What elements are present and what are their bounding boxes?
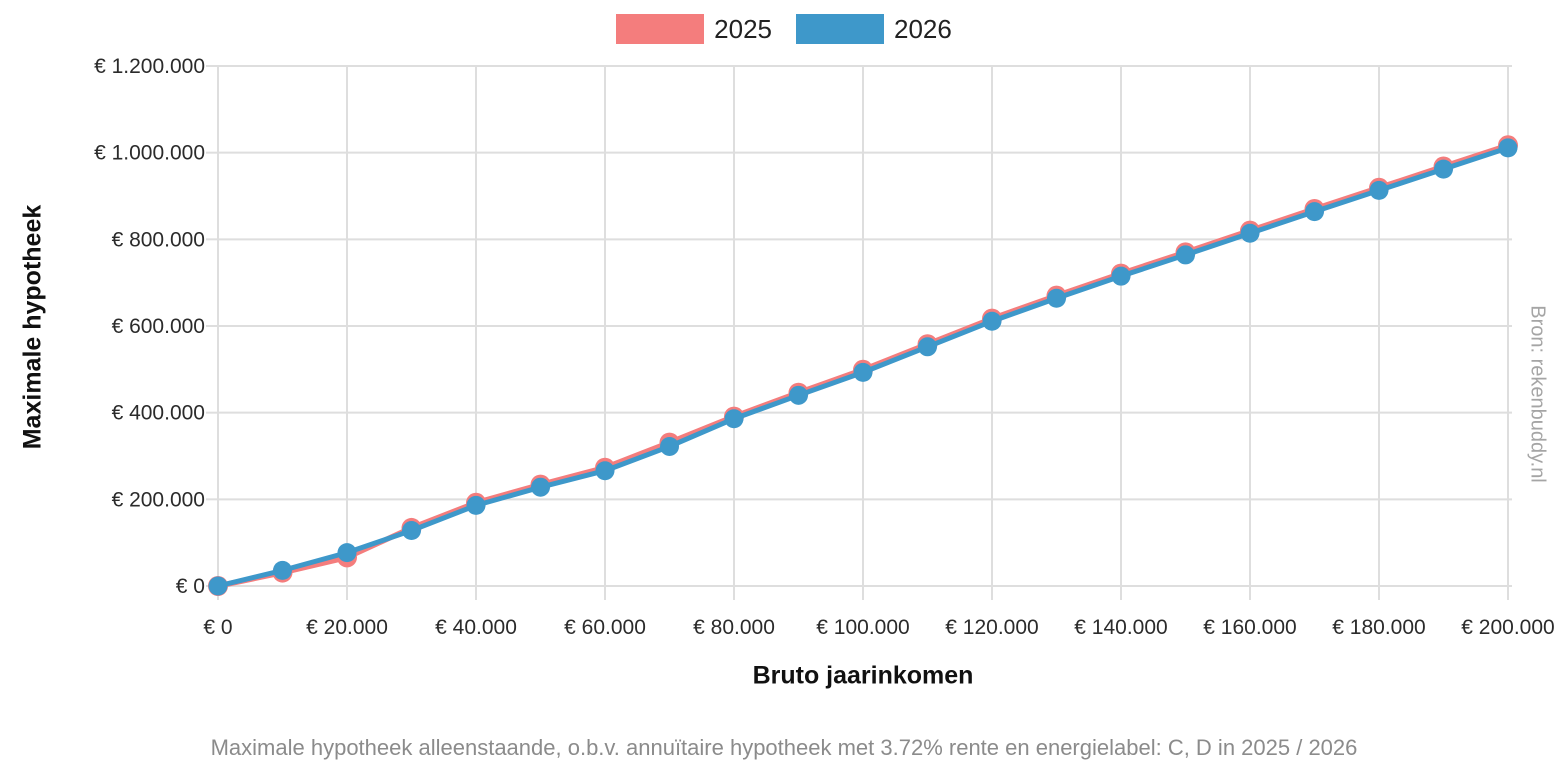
x-tick-label: € 200.000 — [1461, 616, 1554, 639]
x-tick-label: € 160.000 — [1203, 616, 1296, 639]
legend-label-2025: 2025 — [714, 14, 772, 44]
data-point-2026 — [918, 337, 937, 357]
chart-subtitle: Maximale hypotheek alleenstaande, o.b.v.… — [210, 735, 1358, 760]
y-tick-label: € 200.000 — [112, 488, 205, 511]
series-2026 — [208, 138, 1518, 596]
source-attribution: Bron: rekenbuddy.nl — [1526, 305, 1549, 483]
y-tick-label: € 800.000 — [112, 228, 205, 251]
x-tick-label: € 140.000 — [1074, 616, 1167, 639]
data-point-2026 — [982, 311, 1002, 331]
data-point-2026 — [724, 409, 744, 429]
x-tick-label: € 180.000 — [1332, 616, 1425, 639]
data-point-2026 — [1369, 180, 1389, 200]
x-axis-title: Bruto jaarinkomen — [752, 661, 974, 690]
data-point-2026 — [337, 543, 357, 563]
data-point-2026 — [466, 495, 486, 515]
x-tick-label: € 100.000 — [816, 616, 909, 639]
y-tick-label: € 400.000 — [112, 402, 205, 425]
y-tick-label: € 1.200.000 — [94, 55, 205, 78]
x-tick-label: € 60.000 — [564, 616, 646, 639]
data-point-2026 — [789, 385, 808, 405]
data-point-2026 — [1434, 159, 1453, 179]
data-point-2026 — [1240, 223, 1260, 243]
data-point-2026 — [1498, 138, 1518, 158]
y-tick-label: € 600.000 — [112, 315, 205, 338]
y-axis-title: Maximale hypotheek — [18, 204, 47, 450]
y-tick-label: € 1.000.000 — [94, 142, 205, 165]
data-point-2026 — [1111, 266, 1131, 286]
legend-swatch-2026-icon — [796, 14, 884, 44]
x-tick-label: € 0 — [203, 616, 232, 639]
data-point-2026 — [1305, 202, 1324, 222]
data-point-2026 — [402, 521, 421, 541]
legend-swatch-2025-icon — [616, 14, 705, 44]
data-point-2026 — [1047, 288, 1066, 308]
data-point-2026 — [853, 362, 873, 382]
legend: 2025 2026 — [0, 14, 1568, 44]
gridlines — [206, 65, 1512, 600]
legend-item-2026[interactable]: 2026 — [796, 14, 952, 44]
data-point-2026 — [595, 461, 615, 481]
data-point-2026 — [531, 477, 550, 497]
x-tick-label: € 120.000 — [945, 616, 1038, 639]
legend-label-2026: 2026 — [894, 14, 952, 44]
tick-labels: € 0 € 200.000 € 400.000 € 600.000 € 800.000 €… — [94, 55, 1555, 639]
y-tick-label: € 0 — [176, 575, 205, 598]
x-tick-label: € 40.000 — [435, 616, 517, 639]
x-tick-label: € 80.000 — [693, 616, 775, 639]
legend-item-2025[interactable]: 2025 — [616, 14, 772, 44]
x-tick-label: € 20.000 — [306, 616, 388, 639]
data-point-2026 — [208, 576, 228, 596]
data-point-2026 — [273, 560, 292, 580]
data-point-2026 — [660, 436, 679, 456]
data-point-2026 — [1176, 245, 1195, 265]
